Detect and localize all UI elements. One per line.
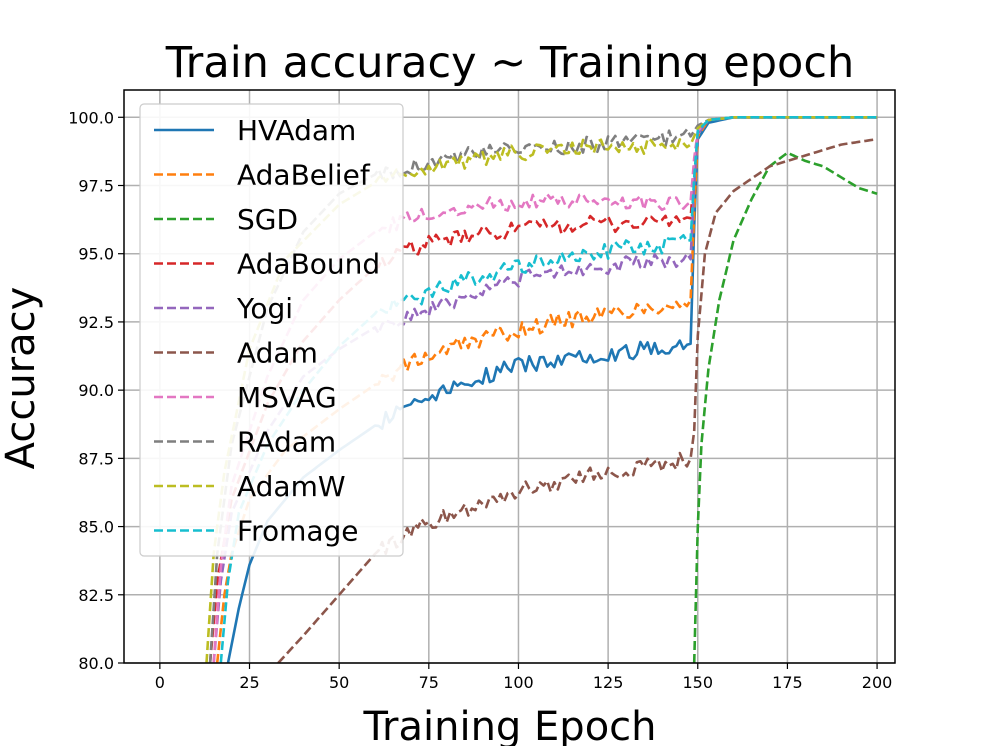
y-tick-label: 92.5 <box>78 313 114 332</box>
legend-label: AdamW <box>237 470 346 503</box>
legend-label: Adam <box>237 337 318 370</box>
legend-label: MSVAG <box>237 381 337 414</box>
y-tick-label: 82.5 <box>78 586 114 605</box>
x-axis-label: Training Epoch <box>362 704 656 746</box>
y-tick-label: 90.0 <box>78 381 114 400</box>
x-tick-label: 50 <box>329 673 349 692</box>
legend-label: Yogi <box>236 292 293 325</box>
y-tick-label: 80.0 <box>78 654 114 673</box>
legend-label: AdaBelief <box>237 159 371 192</box>
legend-label: AdaBound <box>237 248 380 281</box>
x-tick-label: 125 <box>593 673 624 692</box>
x-tick-label: 175 <box>772 673 803 692</box>
x-tick-label: 75 <box>419 673 439 692</box>
chart-title: Train accuracy ~ Training epoch <box>165 38 855 88</box>
y-tick-label: 97.5 <box>78 177 114 196</box>
axis-ticks: 0 25 50 75 100 125 150 175 200 80.0 82.5 85.0 87.5 90… <box>68 108 892 692</box>
y-tick-label: 85.0 <box>78 518 114 537</box>
y-axis-label: Accuracy <box>0 287 44 470</box>
legend-label: SGD <box>237 203 298 236</box>
x-tick-label: 150 <box>682 673 713 692</box>
y-tick-label: 100.0 <box>68 108 114 127</box>
legend-label: Fromage <box>237 515 359 548</box>
legend-box <box>139 103 404 557</box>
y-tick-label: 95.0 <box>78 245 114 264</box>
x-tick-label: 100 <box>503 673 534 692</box>
x-tick-label: 25 <box>239 673 259 692</box>
legend: HVAdam AdaBelief SGD AdaBound Yogi Adam MSVAG R… <box>139 103 404 557</box>
series-line-sgd <box>692 151 878 663</box>
x-tick-label: 200 <box>862 673 893 692</box>
x-tick-label: 0 <box>155 673 165 692</box>
plot-frame <box>123 89 896 664</box>
legend-label: HVAdam <box>237 114 356 147</box>
y-tick-label: 87.5 <box>78 449 114 468</box>
legend-label: RAdam <box>237 426 336 459</box>
